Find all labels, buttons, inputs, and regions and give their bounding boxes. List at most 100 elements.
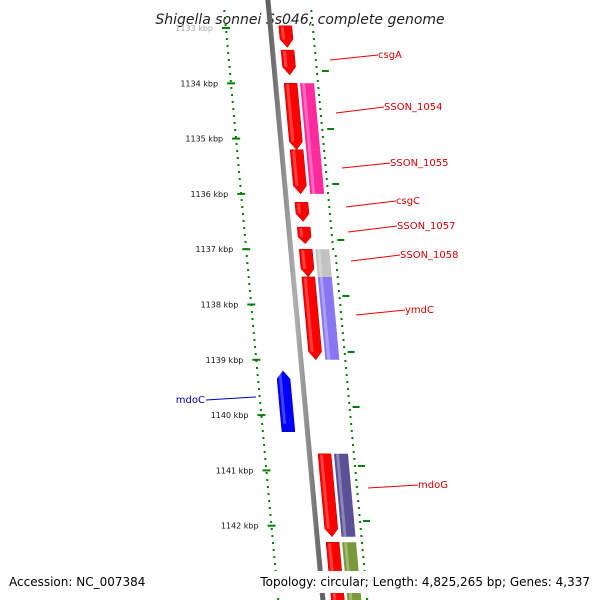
inner-dot xyxy=(248,290,251,292)
outer-dot xyxy=(315,66,318,68)
gene-label-SSON_1057[interactable]: SSON_1057 xyxy=(397,221,456,232)
band-highlight xyxy=(335,453,347,537)
band-SSON_1054 xyxy=(300,83,321,150)
outer-dot xyxy=(357,500,360,502)
outer-dot xyxy=(361,549,364,551)
inner-dot xyxy=(229,80,232,82)
inner-dot xyxy=(233,122,236,124)
outer-dot xyxy=(347,395,350,397)
gene-label-SSON_1055[interactable]: SSON_1055 xyxy=(390,158,449,169)
gene-highlight xyxy=(319,454,330,529)
outer-dot xyxy=(341,325,344,327)
gene-label-ymdC[interactable]: ymdC xyxy=(405,305,434,316)
gene-label-csgC[interactable]: csgC xyxy=(396,196,420,207)
tick-dot-tracks xyxy=(223,10,371,600)
inner-dot xyxy=(234,129,237,131)
gene-arrow-ymdC[interactable] xyxy=(301,276,322,361)
tick-mark xyxy=(262,469,271,472)
gene-arrow-csgA[interactable] xyxy=(280,49,296,76)
tick-mark xyxy=(232,137,241,140)
outer-dot xyxy=(319,108,322,110)
genome-backbone xyxy=(265,0,326,600)
outer-dot xyxy=(335,262,338,264)
gene-arrow-csgC[interactable] xyxy=(294,201,310,222)
inner-dot xyxy=(271,535,274,537)
inner-dot xyxy=(255,360,258,362)
outer-dot xyxy=(339,304,342,306)
inner-dot xyxy=(273,556,276,558)
gene-highlight xyxy=(280,26,286,40)
inner-dot xyxy=(227,52,230,54)
gene-label-SSON_1058[interactable]: SSON_1058 xyxy=(400,250,459,261)
inner-dot xyxy=(231,94,234,96)
inner-dot xyxy=(223,10,226,12)
gene-label-mdoG[interactable]: mdoG xyxy=(418,480,448,491)
inner-dot xyxy=(268,500,271,502)
outer-dot xyxy=(353,458,356,460)
inner-dot xyxy=(252,332,255,334)
tick-mark xyxy=(247,303,256,306)
outer-dot xyxy=(328,213,331,215)
inner-dot xyxy=(226,45,229,47)
accession-label: Accession: NC_007384 xyxy=(9,575,145,589)
inner-dot xyxy=(236,157,239,159)
leader-line xyxy=(350,254,401,262)
outer-dot xyxy=(357,507,360,509)
gene-arrow-mdoG[interactable] xyxy=(317,453,339,538)
inner-dot xyxy=(260,416,263,418)
outer-dot xyxy=(336,276,339,278)
gene-label-SSON_1054[interactable]: SSON_1054 xyxy=(384,102,443,113)
leader-line xyxy=(341,162,391,169)
gene-highlight xyxy=(278,371,287,424)
outer-dot xyxy=(327,192,330,194)
tick-label: 1140 kbp xyxy=(211,411,249,420)
outer-dot xyxy=(325,171,328,173)
gene-arrow-SSON_1058[interactable] xyxy=(298,248,315,278)
outer-dash xyxy=(337,239,345,241)
inner-dot xyxy=(238,171,241,173)
gene-highlight xyxy=(286,84,295,142)
tick-label: 1141 kbp xyxy=(216,466,254,475)
outer-dash xyxy=(332,183,340,185)
outer-dot xyxy=(355,479,358,481)
inner-dot xyxy=(227,59,230,61)
outer-dash xyxy=(327,128,335,130)
gene-arrow-SSON_1055[interactable] xyxy=(289,149,307,195)
inner-dot xyxy=(237,164,240,166)
gene-label-mdoC[interactable]: mdoC xyxy=(176,395,205,406)
inner-dot xyxy=(244,241,247,243)
inner-dot xyxy=(277,598,280,600)
inner-dot xyxy=(259,409,262,411)
gene-arrow-SSON_1054[interactable] xyxy=(283,83,303,151)
band-highlight xyxy=(308,149,316,194)
outer-dot xyxy=(321,136,324,138)
outer-dot xyxy=(346,381,349,383)
inner-dot xyxy=(224,24,227,26)
gene-label-csgA[interactable]: csgA xyxy=(378,50,402,61)
inner-dot xyxy=(246,262,249,264)
outer-dot xyxy=(352,451,355,453)
outer-dot xyxy=(314,59,317,61)
gene-arrow-mdoC[interactable] xyxy=(276,370,296,432)
outer-dot xyxy=(316,73,319,75)
outer-dot xyxy=(318,94,321,96)
gene-arrow-SSON_1057[interactable] xyxy=(296,226,312,245)
tick-mark xyxy=(252,358,261,361)
leader-line xyxy=(345,200,397,208)
outer-dot xyxy=(353,465,356,467)
inner-dot xyxy=(258,395,261,397)
inner-dot xyxy=(243,234,246,236)
outer-dot xyxy=(359,528,362,530)
tick-mark xyxy=(267,524,276,527)
gene-arrow-csgG[interactable] xyxy=(278,25,294,48)
inner-dot xyxy=(250,311,253,313)
band-SSON_1055 xyxy=(306,149,325,194)
gene-highlight xyxy=(283,51,288,68)
inner-dot xyxy=(225,31,228,33)
inner-dot xyxy=(242,220,245,222)
outer-dot xyxy=(358,514,361,516)
inner-dot xyxy=(232,115,235,117)
outer-dot xyxy=(355,486,358,488)
inner-dot xyxy=(266,479,269,481)
map-title: Shigella sonnei Ss046, complete genome xyxy=(155,12,444,28)
